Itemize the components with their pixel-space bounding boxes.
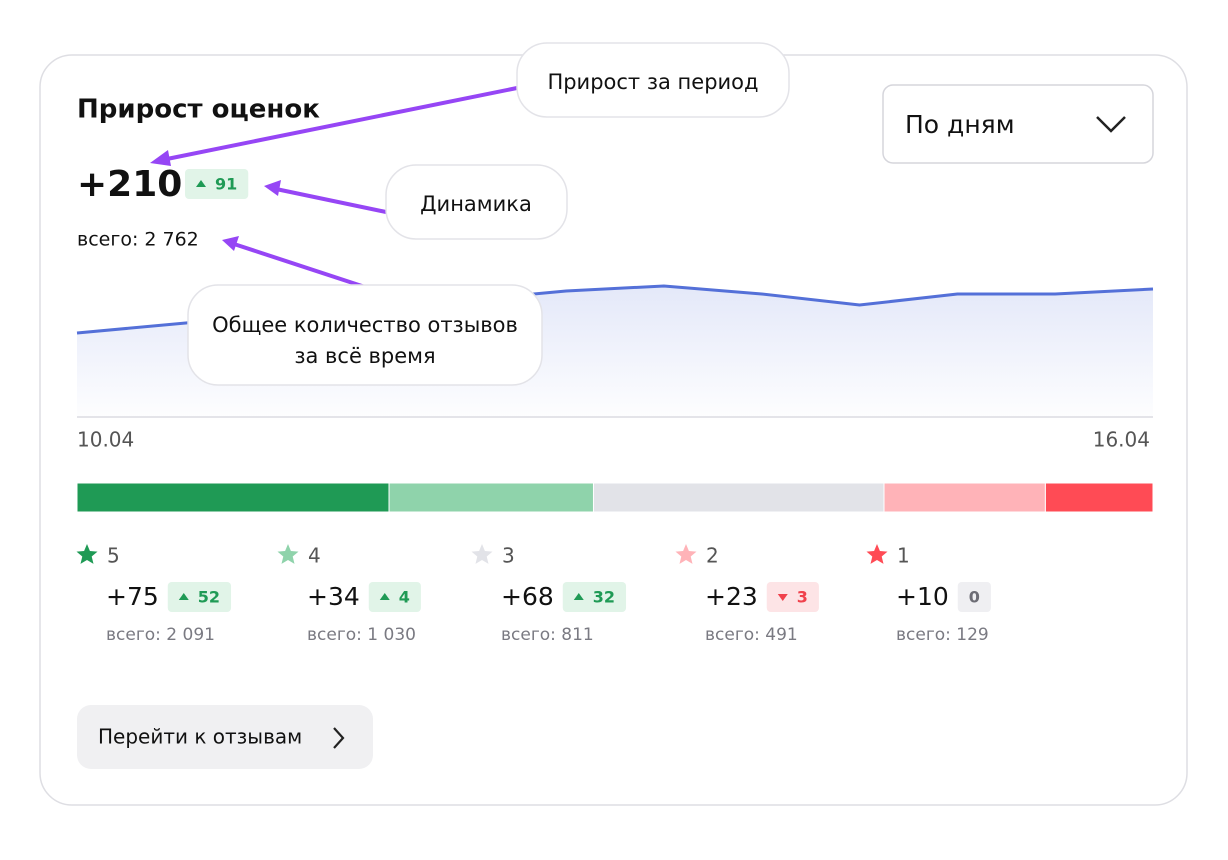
badge-value: 32 [593,588,615,607]
rating-total: всего: 811 [501,625,594,645]
badge [167,582,232,612]
summary-badge: 91 [185,169,249,199]
card [39,54,1188,806]
callout-text: Прирост за период [547,70,758,94]
rating-column: 3 +68 32 всего: 811 [471,544,627,645]
rating-total: всего: 129 [896,625,989,645]
distribution-segment [76,482,390,513]
callout-text: Динамика [420,192,532,216]
callout [187,284,543,386]
distribution-bar [76,482,1154,513]
trend-arrow [196,180,206,187]
rating-growth: +10 [896,582,949,611]
callout [385,164,568,240]
rating-growth: +75 [106,582,159,611]
rating-growth: +23 [705,582,758,611]
dropdown-label[interactable]: По дням [905,110,1015,139]
rating-stars: 1 [897,544,910,568]
rating-total: всего: 2 091 [106,625,215,645]
callout-text: за всё время [294,344,435,368]
star-icon [76,544,98,564]
rating-growth: +68 [501,582,554,611]
arrow [275,187,387,214]
x-tick-label: 10.04 [77,428,134,452]
distribution-segment [388,482,594,513]
rating-column: 5 +75 52 всего: 2 091 [76,544,232,645]
reviews-button[interactable]: Перейти к отзывам [77,705,373,769]
star-icon [277,544,299,564]
button-chevron[interactable] [333,727,345,749]
badge [368,582,421,612]
rating-total: всего: 491 [705,625,798,645]
annotations: Прирост за период Динамика Общее количес… [150,42,790,386]
badge [185,169,249,199]
chevron[interactable] [1096,116,1126,133]
badge [562,582,627,612]
title: Прирост оценок [77,95,320,125]
arrowhead [222,236,239,251]
button-bg[interactable] [77,705,373,769]
badge [957,582,991,612]
trend-arrow [379,593,390,600]
badge-value: 52 [198,588,220,607]
star-icon [675,544,697,564]
growth: +210 [77,164,182,205]
badge [766,582,819,612]
rating-column: 2 +23 3 всего: 491 [675,544,819,645]
period-dropdown[interactable]: По дням [882,84,1154,164]
badge-value: 4 [399,588,410,607]
button-label[interactable]: Перейти к отзывам [98,725,302,749]
distribution-segment [1044,482,1154,513]
arrowhead [150,150,171,166]
trend-arrow [573,593,584,600]
rating-column: 1 +10 0 всего: 129 [866,544,991,645]
distribution-segment [883,482,1046,513]
callout [516,42,790,118]
trend-arrow [178,593,189,600]
callout-text: Общее количество отзывов [212,313,518,337]
distribution-segment [592,482,885,513]
total: всего: 2 762 [77,229,199,251]
arrowhead [264,180,281,196]
star-icon [866,544,888,564]
arrow [161,86,518,162]
badge-value: 0 [969,588,980,607]
arrow [233,242,366,289]
badge-value: 3 [797,588,808,607]
rating-growth: +34 [307,582,360,611]
rating-column: 4 +34 4 всего: 1 030 [277,544,421,645]
rating-stars: 3 [502,544,515,568]
rating-stars: 4 [308,544,321,568]
badge-value: 91 [215,175,237,194]
star-icon [471,544,493,564]
rating-total: всего: 1 030 [307,625,416,645]
trend-arrow [777,594,788,601]
rating-stars: 5 [107,544,120,568]
x-tick-label: 16.04 [1093,428,1150,452]
dropdown-box[interactable] [882,84,1154,164]
rating-stars: 2 [706,544,719,568]
